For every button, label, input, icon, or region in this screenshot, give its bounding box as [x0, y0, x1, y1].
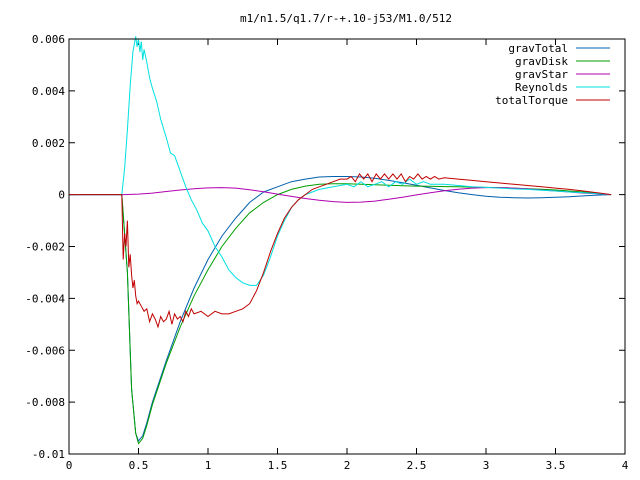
plot-frame	[68, 38, 626, 455]
legend-label-gravDisk: gravDisk	[515, 55, 568, 68]
y-tick-label: -0.004	[25, 292, 65, 305]
x-tick-label: 0.5	[129, 459, 149, 472]
legend-label-gravTotal: gravTotal	[508, 42, 568, 55]
x-tick-label: 0	[66, 459, 73, 472]
y-tick-label: 0	[58, 189, 65, 202]
y-tick-label: -0.002	[25, 241, 65, 254]
y-tick-label: -0.01	[32, 448, 65, 461]
legend-label-gravStar: gravStar	[515, 68, 568, 81]
x-tick-label: 2.5	[407, 459, 427, 472]
legend: gravTotalgravDiskgravStarReynoldstotalTo…	[495, 42, 610, 107]
y-tick-label: 0.002	[32, 137, 65, 150]
x-tick-label: 1	[205, 459, 212, 472]
series-line-gravDisk	[69, 183, 612, 445]
y-tick-label: 0.006	[32, 33, 65, 46]
series-line-totalTorque	[69, 172, 612, 329]
axis-ticks: 0 0.5 1 1.5 2 2.5 3 3.5 4 -0.01 -0.008 -0.006 -0.004…	[25, 33, 628, 472]
x-tick-label: 3.5	[546, 459, 566, 472]
plot-lines	[69, 36, 612, 445]
x-tick-label: 4	[622, 459, 629, 472]
chart-title: m1/n1.5/q1.7/r-+.10-j53/M1.0/512	[240, 12, 452, 25]
x-tick-label: 3	[483, 459, 490, 472]
y-tick-label: -0.006	[25, 344, 65, 357]
x-tick-label: 2	[344, 459, 351, 472]
series-line-gravTotal	[69, 176, 612, 443]
legend-label-Reynolds: Reynolds	[515, 81, 568, 94]
series-line-Reynolds	[69, 36, 612, 286]
y-tick-label: -0.008	[25, 396, 65, 409]
y-tick-label: 0.004	[32, 85, 65, 98]
x-tick-label: 1.5	[268, 459, 288, 472]
legend-label-totalTorque: totalTorque	[495, 94, 568, 107]
